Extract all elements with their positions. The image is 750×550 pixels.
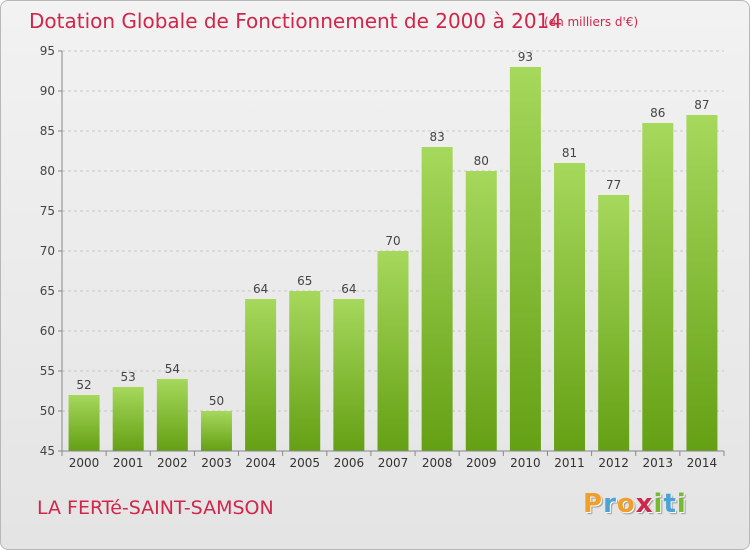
- x-tick-label: 2004: [245, 456, 276, 470]
- x-tick-label: 2011: [554, 456, 585, 470]
- bar: [289, 291, 321, 451]
- x-tick-label: 2012: [598, 456, 629, 470]
- y-tick-label: 90: [40, 84, 55, 98]
- x-tick-label: 2000: [69, 456, 100, 470]
- y-tick-label: 70: [40, 244, 55, 258]
- bar-value-label: 81: [562, 146, 577, 160]
- y-tick-label: 75: [40, 204, 55, 218]
- bar: [554, 163, 586, 451]
- bar-value-label: 70: [385, 234, 400, 248]
- x-tick-label: 2006: [334, 456, 365, 470]
- bar-value-label: 80: [474, 154, 489, 168]
- x-tick-label: 2014: [687, 456, 718, 470]
- y-tick-label: 85: [40, 124, 55, 138]
- y-tick-label: 80: [40, 164, 55, 178]
- bar-value-label: 53: [121, 370, 136, 384]
- commune-name: LA FERTé-SAINT-SAMSON: [37, 497, 274, 519]
- x-tick-label: 2008: [422, 456, 453, 470]
- x-tick-label: 2007: [378, 456, 409, 470]
- x-tick-label: 2002: [157, 456, 188, 470]
- bar: [509, 67, 541, 451]
- y-tick-label: 50: [40, 404, 55, 418]
- x-tick-label: 2003: [201, 456, 232, 470]
- bar: [598, 195, 630, 451]
- bar: [245, 299, 277, 451]
- bar: [686, 115, 718, 451]
- bar-value-label: 86: [650, 106, 665, 120]
- chart-unit: (en milliers d'€): [544, 15, 639, 29]
- logo-letter: x: [635, 489, 654, 519]
- y-tick-label: 45: [40, 444, 55, 458]
- logo-letter: i: [676, 489, 687, 519]
- bar: [68, 395, 100, 451]
- bar: [156, 379, 188, 451]
- bar: [333, 299, 365, 451]
- bar-value-label: 52: [76, 378, 91, 392]
- bar: [377, 251, 409, 451]
- bar-value-label: 64: [341, 282, 356, 296]
- x-tick-label: 2009: [466, 456, 497, 470]
- bar-value-label: 93: [518, 50, 533, 64]
- logo-letter: o: [616, 489, 636, 519]
- x-tick-label: 2001: [113, 456, 144, 470]
- logo-letter: P: [583, 489, 604, 519]
- logo-letter: r: [603, 489, 617, 519]
- bar-value-label: 64: [253, 282, 268, 296]
- y-tick-label: 60: [40, 324, 55, 338]
- bar: [112, 387, 144, 451]
- x-tick-label: 2010: [510, 456, 541, 470]
- bar-value-label: 54: [165, 362, 180, 376]
- y-tick-label: 65: [40, 284, 55, 298]
- bar-value-label: 50: [209, 394, 224, 408]
- bar: [200, 411, 232, 451]
- bar: [642, 123, 674, 451]
- chart-title: Dotation Globale de Fonctionnement de 20…: [29, 9, 562, 33]
- bar-value-label: 65: [297, 274, 312, 288]
- logo-letter: i: [653, 489, 664, 519]
- x-tick-label: 2013: [643, 456, 674, 470]
- proxiti-logo: Proxiti: [583, 489, 687, 519]
- y-tick-label: 55: [40, 364, 55, 378]
- x-tick-label: 2005: [289, 456, 320, 470]
- bar-value-label: 77: [606, 178, 621, 192]
- bar-value-label: 83: [429, 130, 444, 144]
- bar-value-label: 87: [694, 98, 709, 112]
- bar: [421, 147, 453, 451]
- bar: [465, 171, 497, 451]
- y-tick-label: 95: [40, 44, 55, 58]
- logo-letter: t: [663, 489, 677, 519]
